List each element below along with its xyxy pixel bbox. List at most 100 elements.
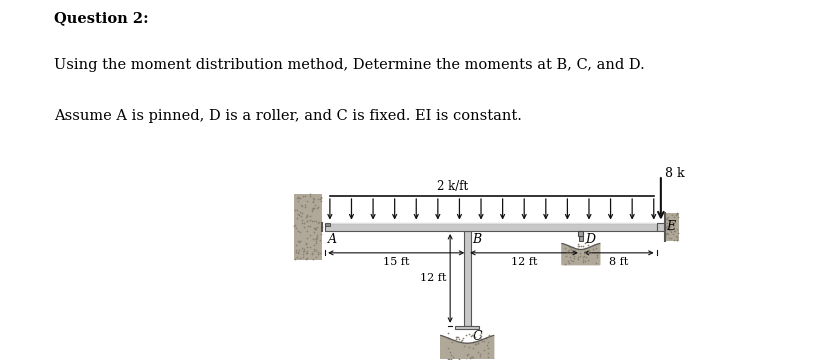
Point <box>480 354 494 360</box>
Point <box>474 336 487 342</box>
Point <box>567 248 581 253</box>
Polygon shape <box>562 244 599 265</box>
Point <box>459 332 472 338</box>
Point <box>564 246 577 252</box>
Point <box>581 247 595 253</box>
Point <box>455 337 468 343</box>
Point <box>574 244 587 249</box>
Point <box>299 250 313 256</box>
Point <box>589 245 602 251</box>
Point <box>311 204 324 209</box>
Point <box>659 215 672 221</box>
Point <box>661 231 674 237</box>
Point <box>301 224 314 229</box>
Point <box>297 248 310 254</box>
Point <box>566 255 580 261</box>
Point <box>306 206 319 212</box>
Point <box>561 248 574 254</box>
Point <box>662 223 676 229</box>
Point <box>296 248 309 253</box>
Point <box>480 345 494 351</box>
Point <box>296 254 309 260</box>
Point <box>479 335 492 341</box>
Point <box>304 250 318 256</box>
Point <box>303 244 316 250</box>
Point <box>662 227 675 233</box>
Point <box>299 256 313 262</box>
Point <box>581 242 594 248</box>
Bar <box>325 223 656 231</box>
Point <box>463 333 476 339</box>
Point <box>313 219 326 225</box>
Point <box>290 196 304 201</box>
Point <box>303 232 316 238</box>
Point <box>481 350 495 355</box>
Point <box>313 250 326 256</box>
Point <box>305 252 318 257</box>
Point <box>578 245 591 250</box>
Point <box>440 345 453 351</box>
Point <box>298 246 311 252</box>
Point <box>576 254 590 260</box>
Text: 12 ft: 12 ft <box>420 273 447 284</box>
Point <box>572 253 586 259</box>
Text: 15 ft: 15 ft <box>383 257 409 267</box>
Point <box>566 258 579 264</box>
Point <box>311 252 324 257</box>
Point <box>306 236 319 242</box>
Point <box>300 198 313 204</box>
Point <box>461 344 475 350</box>
Point <box>293 195 306 201</box>
Point <box>581 249 594 255</box>
Point <box>288 208 301 213</box>
Point <box>308 196 321 201</box>
Point <box>457 335 470 341</box>
Point <box>292 195 305 201</box>
Point <box>295 193 308 199</box>
Point <box>577 240 590 246</box>
Point <box>308 202 322 208</box>
Point <box>660 226 673 232</box>
Point <box>289 215 303 221</box>
Point <box>665 231 678 237</box>
Point <box>562 261 575 266</box>
Point <box>670 237 683 242</box>
Text: 12 ft: 12 ft <box>510 257 537 267</box>
Point <box>579 254 592 260</box>
Point <box>665 219 678 224</box>
Point <box>477 339 490 344</box>
Point <box>474 333 487 339</box>
Point <box>310 205 323 211</box>
Point <box>576 257 589 263</box>
Point <box>465 333 478 338</box>
Point <box>670 237 683 243</box>
Point <box>289 249 303 254</box>
Point <box>299 214 313 220</box>
Point <box>305 208 318 214</box>
Point <box>449 336 462 342</box>
Point <box>303 213 316 219</box>
Point <box>299 240 313 245</box>
Point <box>577 248 590 254</box>
Point <box>300 228 313 234</box>
Point <box>658 232 672 237</box>
Point <box>292 248 305 253</box>
Bar <box>664 213 678 241</box>
Point <box>473 330 486 336</box>
Point <box>589 260 602 265</box>
Point <box>667 215 680 220</box>
Point <box>566 253 580 259</box>
Point <box>460 352 473 358</box>
Point <box>448 334 461 340</box>
Point <box>590 252 603 258</box>
Point <box>668 212 681 218</box>
Point <box>295 251 308 257</box>
Point <box>299 193 312 199</box>
Point <box>442 356 456 362</box>
Point <box>669 210 682 216</box>
Point <box>303 191 316 197</box>
Bar <box>455 326 479 329</box>
Point <box>468 334 481 340</box>
Point <box>307 225 320 231</box>
Point <box>309 240 323 246</box>
